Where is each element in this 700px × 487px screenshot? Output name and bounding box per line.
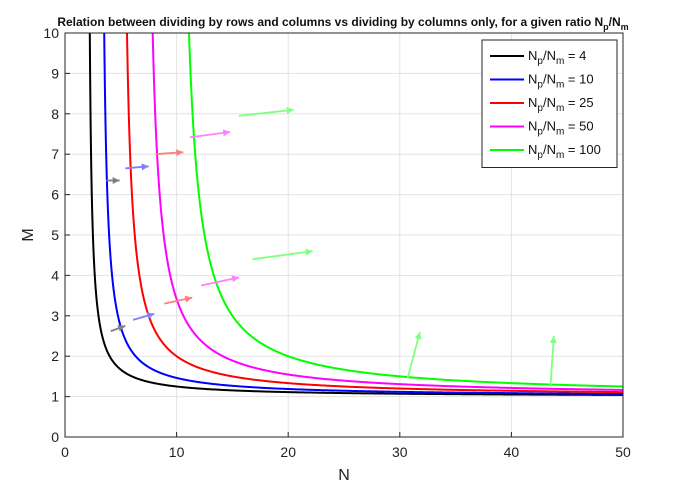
legend-item: Np/Nm = 50 xyxy=(490,119,594,138)
arrow-head xyxy=(141,163,149,171)
legend-item: Np/Nm = 4 xyxy=(490,48,586,67)
arrow-head xyxy=(117,324,126,332)
y-tick-label: 5 xyxy=(51,227,59,243)
arrow-shaft xyxy=(252,250,313,261)
arrow-head xyxy=(146,312,155,320)
arrow xyxy=(238,107,294,117)
y-tick-label: 2 xyxy=(51,348,59,364)
legend: Np/Nm = 4 Np/Nm = 10 Np/Nm = 25 Np/Nm = 50 N… xyxy=(481,39,618,168)
series-line xyxy=(187,33,623,388)
arrow-head xyxy=(549,336,557,344)
x-tick-label: 50 xyxy=(615,444,631,460)
arrow xyxy=(125,163,149,171)
y-tick-label: 10 xyxy=(43,25,59,41)
arrow xyxy=(132,312,155,321)
y-axis-label: M xyxy=(20,228,37,241)
y-tick-label: 1 xyxy=(51,389,59,405)
y-tick-label: 3 xyxy=(51,308,59,324)
legend-label: Np/Nm = 100 xyxy=(528,142,601,161)
y-tick-label: 9 xyxy=(51,65,59,81)
y-tick-label: 0 xyxy=(51,429,59,445)
tick-labels: 0 10 20 30 40 50 0 1 2 3 4 5 6 7 8 9 10 xyxy=(43,25,631,460)
x-tick-label: 30 xyxy=(392,444,408,460)
series-line xyxy=(126,33,623,394)
arrow xyxy=(164,295,193,305)
arrow xyxy=(189,129,231,139)
x-tick-label: 10 xyxy=(169,444,185,460)
y-tick-label: 6 xyxy=(51,187,59,203)
arrow-head xyxy=(176,149,184,157)
legend-label: Np/Nm = 50 xyxy=(528,119,594,138)
arrow xyxy=(549,335,557,387)
y-tick-label: 7 xyxy=(51,146,59,162)
legend-item: Np/Nm = 25 xyxy=(490,95,594,114)
arrow-head xyxy=(305,248,313,256)
chart-title: Relation between dividing by rows and co… xyxy=(57,15,628,32)
arrow-head xyxy=(414,331,422,340)
y-tick-label: 4 xyxy=(51,267,59,283)
x-tick-label: 20 xyxy=(280,444,296,460)
series-line xyxy=(88,33,623,396)
arrows xyxy=(106,107,557,387)
arrow-shaft xyxy=(549,335,555,387)
curves xyxy=(88,33,623,396)
arrow-head xyxy=(112,176,120,184)
arrow-head xyxy=(231,275,240,283)
arrow xyxy=(406,331,422,379)
arrow-head xyxy=(184,295,193,303)
arrow-head xyxy=(286,107,294,115)
arrow-head xyxy=(222,129,231,137)
legend-label: Np/Nm = 10 xyxy=(528,72,594,91)
arrow-shaft xyxy=(406,331,421,379)
arrow-shaft xyxy=(238,108,294,117)
x-tick-label: 0 xyxy=(61,444,69,460)
legend-label: Np/Nm = 25 xyxy=(528,95,594,114)
arrow xyxy=(110,324,126,332)
legend-item: Np/Nm = 10 xyxy=(490,72,594,91)
legend-label: Np/Nm = 4 xyxy=(528,48,586,67)
x-tick-label: 40 xyxy=(504,444,520,460)
arrow xyxy=(252,248,313,261)
legend-item: Np/Nm = 100 xyxy=(490,142,601,161)
arrow xyxy=(155,149,184,157)
y-tick-label: 8 xyxy=(51,106,59,122)
arrow xyxy=(200,275,240,287)
series-line xyxy=(151,33,623,391)
x-axis-label: N xyxy=(338,467,350,484)
arrow xyxy=(106,176,120,184)
series-line xyxy=(103,33,623,395)
